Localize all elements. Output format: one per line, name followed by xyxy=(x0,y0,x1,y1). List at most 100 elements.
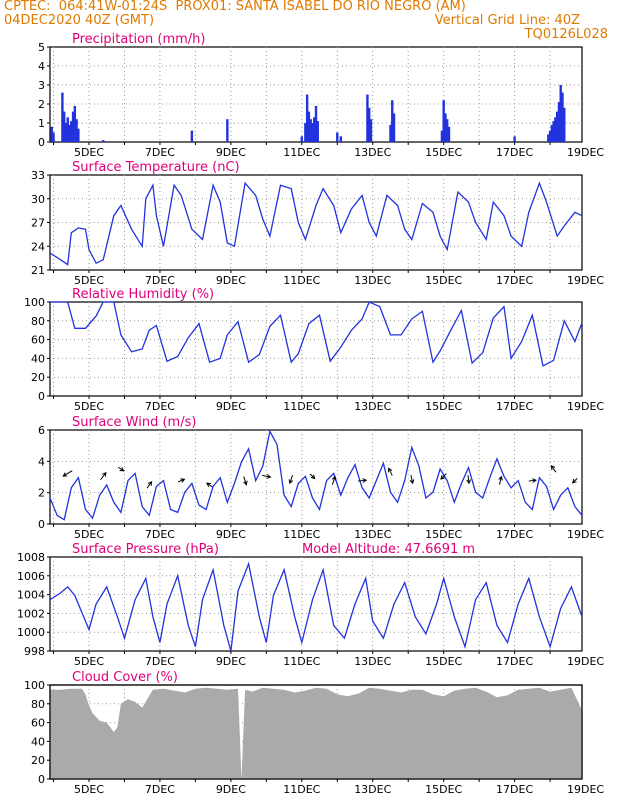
panel-4: 5DEC 7DEC 9DEC 11DEC 13DEC 15DEC 17DEC 19DEC 0 2 4… xyxy=(38,415,604,541)
x-tick-label: 11DEC xyxy=(283,146,320,159)
precipitation-bar xyxy=(513,136,516,142)
panel-title: Precipitation (mm/h) xyxy=(72,32,205,47)
wind-arrow-shaft xyxy=(62,470,73,477)
wind-arrow-shaft xyxy=(243,476,247,485)
x-tick-label: 15DEC xyxy=(425,528,462,541)
y-tick-label: 1002 xyxy=(17,607,45,620)
x-tick-label: 5DEC xyxy=(74,146,104,159)
x-tick-label: 7DEC xyxy=(145,274,175,287)
y-tick-label: 24 xyxy=(31,240,45,253)
precipitation-bar xyxy=(336,132,339,142)
y-tick-label: 4 xyxy=(38,455,45,468)
precipitation-bar xyxy=(304,123,307,142)
x-tick-label: 5DEC xyxy=(74,274,104,287)
y-tick-label: 100 xyxy=(24,296,45,309)
precipitation-bar xyxy=(64,123,68,142)
wind-arrow-head xyxy=(388,467,393,473)
precipitation-bar xyxy=(447,126,451,142)
precipitation-bar xyxy=(442,100,445,142)
precipitation-bar xyxy=(75,119,78,142)
y-tick-label: 80 xyxy=(31,315,45,328)
x-tick-label: 9DEC xyxy=(216,400,246,413)
wind-arrow-head xyxy=(288,479,294,485)
y-tick-label: 33 xyxy=(31,169,45,182)
x-tick-label: 19DEC xyxy=(567,274,604,287)
wind-arrow-shaft xyxy=(358,479,367,482)
panel-5: 5DEC 7DEC 9DEC 11DEC 13DEC 15DEC 17DEC 19DEC 998… xyxy=(17,542,604,668)
x-tick-label: 17DEC xyxy=(496,655,533,668)
panel-6: 5DEC 7DEC 9DEC 11DEC 13DEC 15DEC 17DEC 19DEC 0 20… xyxy=(24,670,604,796)
precipitation-bar xyxy=(309,119,312,142)
x-tick-label: 11DEC xyxy=(283,400,320,413)
x-tick-label: 7DEC xyxy=(145,146,175,159)
y-tick-label: 1006 xyxy=(17,570,45,583)
precipitation-bar xyxy=(62,111,66,142)
wind-arrow-head xyxy=(532,478,537,483)
x-tick-label: 13DEC xyxy=(354,400,391,413)
x-tick-label: 13DEC xyxy=(354,528,391,541)
y-tick-label: 4 xyxy=(38,60,45,73)
wind-arrow-head xyxy=(409,479,415,485)
wind-arrow-shaft xyxy=(410,475,414,484)
precipitation-bar xyxy=(316,121,319,142)
precipitation-bar xyxy=(559,85,562,142)
data-line xyxy=(49,561,583,652)
y-tick-label: 0 xyxy=(38,390,45,403)
x-tick-label: 15DEC xyxy=(425,400,462,413)
wind-arrow-head xyxy=(466,479,471,485)
precipitation-bar xyxy=(389,124,392,142)
x-tick-label: 13DEC xyxy=(354,783,391,796)
x-tick-label: 15DEC xyxy=(425,146,462,159)
x-tick-label: 7DEC xyxy=(145,783,175,796)
y-tick-label: 1000 xyxy=(17,626,45,639)
precipitation-bar xyxy=(444,113,447,142)
cloud-cover-area xyxy=(50,687,582,779)
precipitation-bar xyxy=(339,136,343,142)
x-tick-label: 7DEC xyxy=(145,655,175,668)
wind-arrow-head xyxy=(266,474,272,479)
precipitation-bar xyxy=(368,107,371,142)
x-tick-label: 11DEC xyxy=(283,528,320,541)
plot-frame xyxy=(49,556,583,652)
precipitation-bar xyxy=(311,123,314,142)
x-tick-label: 17DEC xyxy=(496,146,533,159)
precipitation-bar xyxy=(50,126,53,142)
y-tick-label: 40 xyxy=(31,352,45,365)
y-tick-label: 0 xyxy=(38,518,45,531)
x-tick-label: 7DEC xyxy=(145,528,175,541)
data-line xyxy=(49,181,583,266)
precipitation-bar xyxy=(547,134,550,142)
precipitation-bar xyxy=(550,124,554,142)
x-tick-label: 7DEC xyxy=(145,400,175,413)
x-tick-label: 17DEC xyxy=(496,528,533,541)
x-tick-label: 11DEC xyxy=(283,274,320,287)
y-tick-label: 27 xyxy=(31,217,45,230)
plot-frame xyxy=(49,429,583,525)
wind-arrow-head xyxy=(498,475,503,481)
precipitation-bar xyxy=(313,117,316,142)
panel-title: Cloud Cover (%) xyxy=(72,670,178,685)
x-tick-label: 13DEC xyxy=(354,274,391,287)
wind-arrow-head xyxy=(243,480,248,486)
y-tick-label: 60 xyxy=(31,717,45,730)
wind-arrow-head xyxy=(331,475,337,481)
wind-arrow-shaft xyxy=(100,472,107,481)
precipitation-bar xyxy=(226,119,229,142)
precipitation-bar xyxy=(563,107,566,142)
x-tick-label: 9DEC xyxy=(216,655,246,668)
header-grid-line: Vertical Grid Line: 40Z xyxy=(434,13,580,28)
y-tick-label: 20 xyxy=(31,371,45,384)
precipitation-bar xyxy=(70,121,73,142)
x-tick-label: 19DEC xyxy=(567,655,604,668)
precipitation-bar xyxy=(102,140,105,142)
precipitation-bar xyxy=(555,111,559,142)
x-tick-label: 5DEC xyxy=(74,528,104,541)
precipitation-bar xyxy=(61,92,64,142)
panel-title: Relative Humidity (%) xyxy=(72,287,214,302)
x-tick-label: 9DEC xyxy=(216,146,246,159)
precipitation-bar xyxy=(561,92,564,142)
wind-arrow-shaft xyxy=(440,473,447,480)
y-tick-label: 40 xyxy=(31,735,45,748)
precipitation-bar xyxy=(52,132,55,142)
y-tick-label: 2 xyxy=(38,487,45,500)
